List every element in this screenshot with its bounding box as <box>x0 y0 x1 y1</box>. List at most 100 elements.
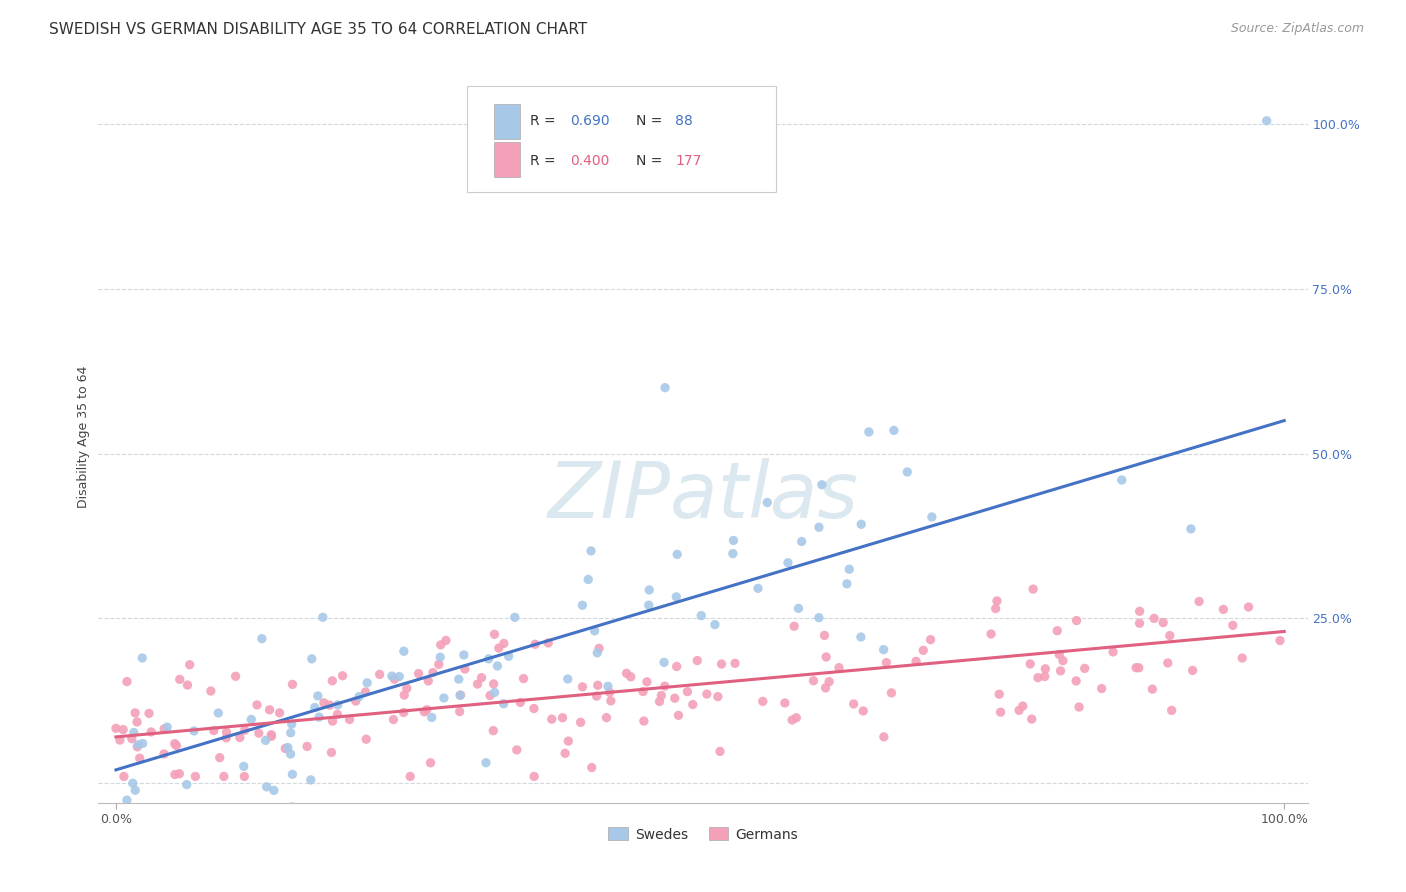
Point <box>633 714 655 728</box>
Y-axis label: Disability Age 35 to 64: Disability Age 35 to 64 <box>77 366 90 508</box>
Point <box>399 769 422 783</box>
Point <box>842 697 865 711</box>
Point <box>509 695 531 709</box>
Point <box>512 672 534 686</box>
Point <box>586 646 609 660</box>
Point <box>454 662 477 676</box>
Point <box>163 737 186 751</box>
Point <box>554 747 576 761</box>
Point <box>308 710 330 724</box>
Point <box>215 731 238 745</box>
Point <box>280 717 302 731</box>
Point <box>636 674 658 689</box>
Point <box>664 691 686 706</box>
Point <box>1128 661 1150 675</box>
Point <box>254 733 277 747</box>
Point <box>709 744 731 758</box>
Point <box>259 703 281 717</box>
Point <box>724 657 747 671</box>
Point <box>571 680 593 694</box>
Point <box>1232 651 1254 665</box>
Point <box>569 715 592 730</box>
Point <box>322 714 344 728</box>
Point <box>112 769 135 783</box>
Point <box>783 619 806 633</box>
Point <box>696 687 718 701</box>
Point <box>596 679 619 693</box>
Point <box>127 738 149 752</box>
Point <box>849 630 872 644</box>
Point <box>420 710 443 724</box>
Point <box>1066 614 1088 628</box>
Point <box>486 659 509 673</box>
Point <box>479 689 502 703</box>
Point <box>478 652 501 666</box>
Point <box>108 733 131 747</box>
Text: R =: R = <box>530 114 555 128</box>
Point <box>1052 654 1074 668</box>
Point <box>122 725 145 739</box>
Point <box>260 729 283 743</box>
Point <box>269 706 291 720</box>
Point <box>599 685 621 699</box>
Point <box>184 769 207 783</box>
Point <box>112 723 135 737</box>
Point <box>354 685 377 699</box>
Point <box>183 723 205 738</box>
Point <box>247 726 270 740</box>
Point <box>321 746 343 760</box>
Point <box>803 673 825 688</box>
Point <box>450 688 472 702</box>
Point <box>299 772 322 787</box>
Point <box>395 681 418 696</box>
Point <box>576 573 599 587</box>
Point <box>652 656 675 670</box>
Point <box>280 747 302 761</box>
Text: SWEDISH VS GERMAN DISABILITY AGE 35 TO 64 CORRELATION CHART: SWEDISH VS GERMAN DISABILITY AGE 35 TO 6… <box>49 22 588 37</box>
Point <box>984 601 1007 615</box>
Point <box>301 652 323 666</box>
Point <box>347 690 370 704</box>
Point <box>752 694 775 708</box>
Point <box>616 666 638 681</box>
Point <box>585 689 607 703</box>
Point <box>650 689 672 703</box>
Point <box>212 769 235 783</box>
Point <box>339 713 361 727</box>
Point <box>896 465 918 479</box>
Point <box>121 731 143 746</box>
Point <box>408 666 430 681</box>
Point <box>413 705 436 719</box>
Point <box>921 510 943 524</box>
Point <box>1256 113 1278 128</box>
Point <box>153 722 176 736</box>
Point <box>1180 522 1202 536</box>
Point <box>482 723 505 738</box>
Point <box>427 657 450 672</box>
FancyBboxPatch shape <box>467 86 776 192</box>
Point <box>392 706 415 720</box>
Point <box>127 739 149 754</box>
Point <box>433 691 456 706</box>
FancyBboxPatch shape <box>494 143 520 178</box>
Point <box>1237 600 1260 615</box>
Point <box>124 706 146 720</box>
Point <box>312 696 335 710</box>
Point <box>790 534 813 549</box>
Point <box>240 713 263 727</box>
Point <box>875 656 897 670</box>
Point <box>773 696 796 710</box>
Point <box>666 547 689 561</box>
Point <box>599 694 621 708</box>
Point <box>1212 602 1234 616</box>
Point <box>665 590 688 604</box>
Point <box>905 654 928 668</box>
Point <box>484 627 506 641</box>
Text: Source: ZipAtlas.com: Source: ZipAtlas.com <box>1230 22 1364 36</box>
Legend: Swedes, Germans: Swedes, Germans <box>603 822 803 847</box>
Point <box>851 517 873 532</box>
Point <box>579 544 602 558</box>
Point <box>131 736 153 750</box>
Point <box>638 582 661 597</box>
Point <box>1125 661 1147 675</box>
